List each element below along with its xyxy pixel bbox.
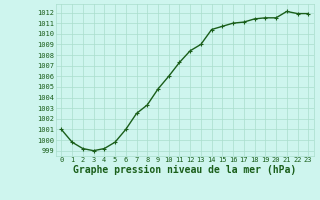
X-axis label: Graphe pression niveau de la mer (hPa): Graphe pression niveau de la mer (hPa)	[73, 165, 296, 175]
